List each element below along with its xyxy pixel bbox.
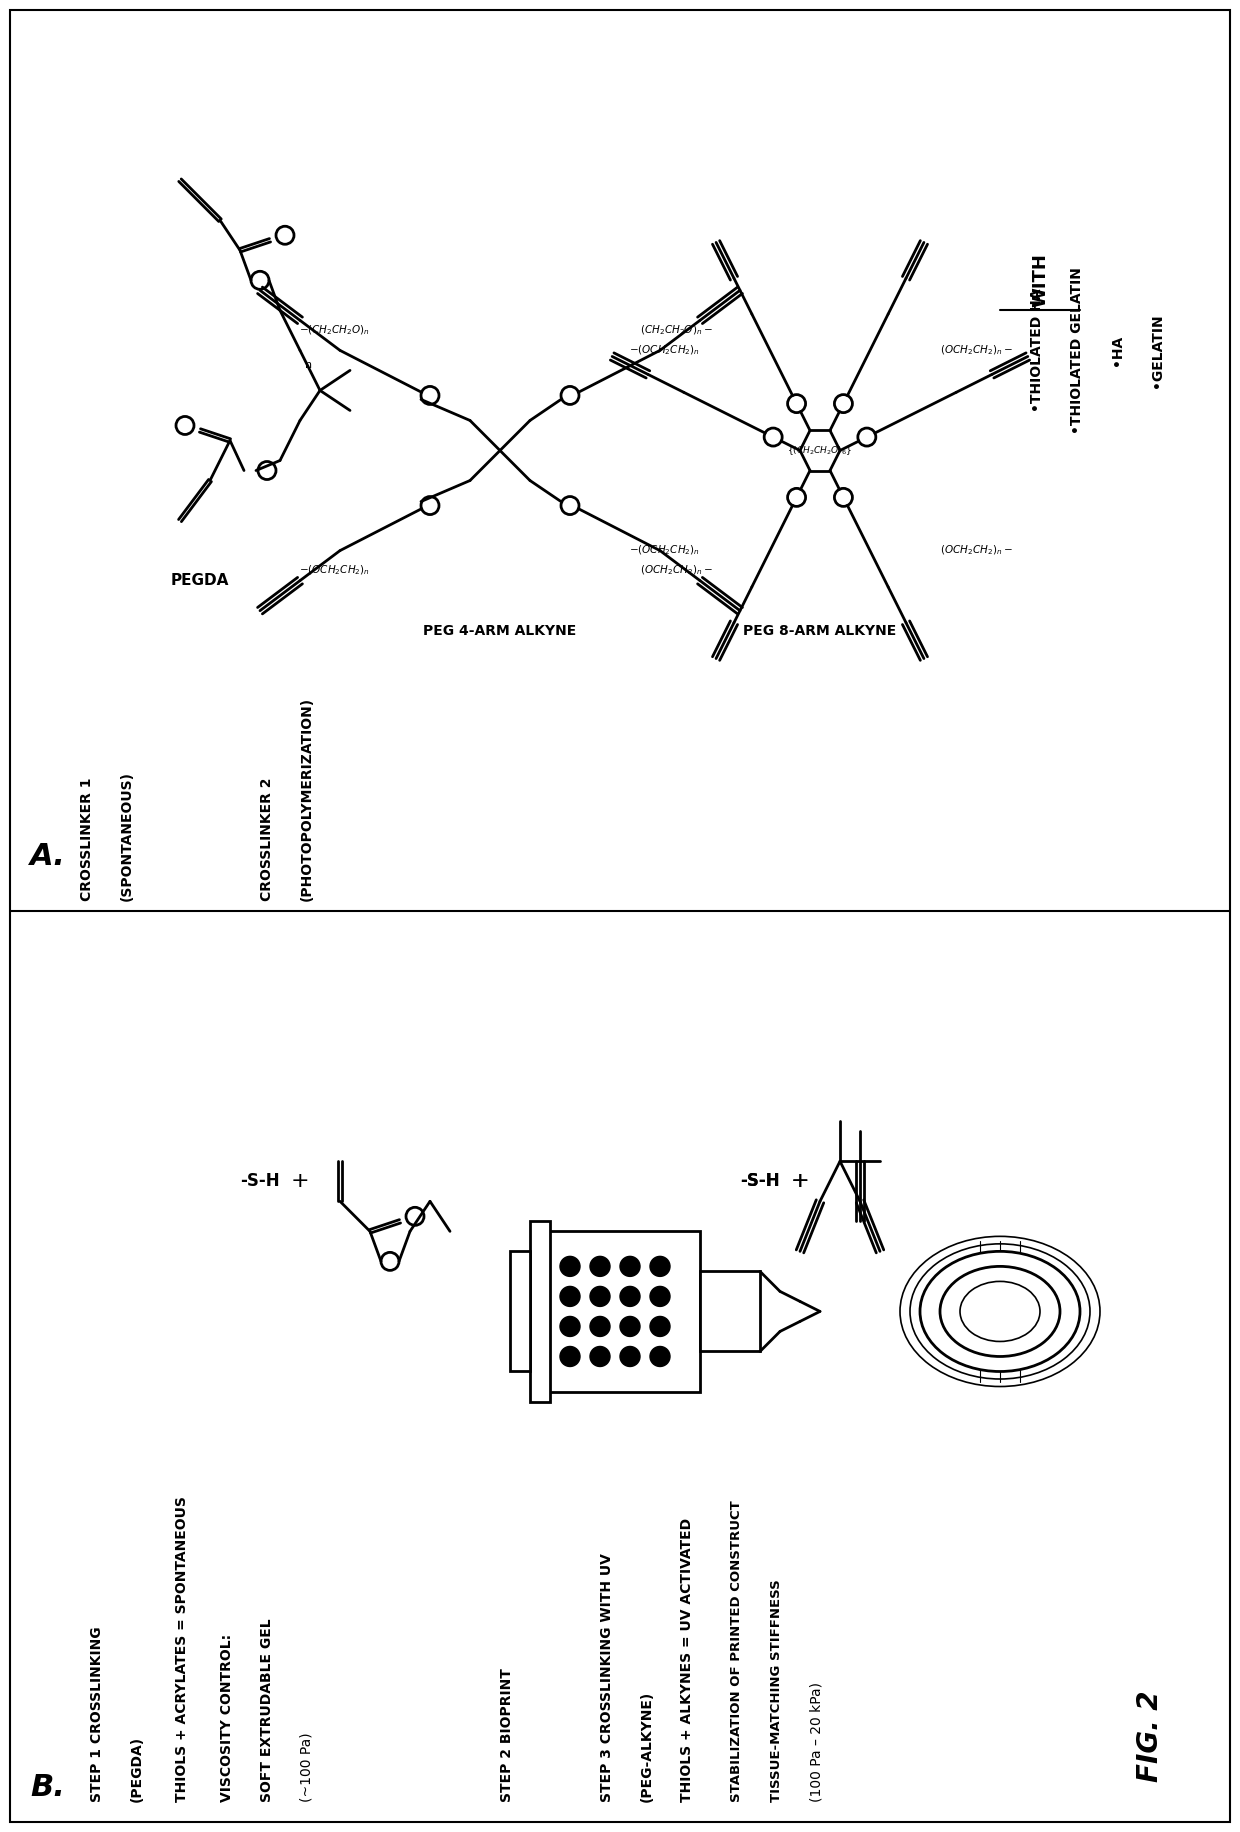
Circle shape [620,1317,640,1337]
Circle shape [650,1286,670,1306]
Text: CROSSLINKER 2: CROSSLINKER 2 [260,777,274,901]
Text: n: n [305,361,312,370]
Text: STEP 3 CROSSLINKING WITH UV: STEP 3 CROSSLINKING WITH UV [600,1554,614,1803]
Text: •THIOLATED HA: •THIOLATED HA [1030,289,1044,412]
Text: •HA: •HA [1110,335,1123,366]
Text: A.: A. [30,843,66,870]
Text: (~100 Pa): (~100 Pa) [300,1733,314,1803]
Circle shape [590,1317,610,1337]
Circle shape [560,1347,580,1367]
Text: -S-H: -S-H [740,1172,780,1191]
Circle shape [590,1286,610,1306]
Circle shape [560,1317,580,1337]
Text: WITH: WITH [1030,253,1049,308]
Circle shape [650,1257,670,1277]
Text: B.: B. [30,1773,64,1803]
Circle shape [560,1286,580,1306]
Text: +: + [791,1171,810,1191]
Circle shape [650,1347,670,1367]
Text: $(OCH_2CH_2)_n-$: $(OCH_2CH_2)_n-$ [640,564,713,577]
Text: STEP 1 CROSSLINKING: STEP 1 CROSSLINKING [91,1627,104,1803]
Text: STEP 2 BIOPRINT: STEP 2 BIOPRINT [500,1669,515,1803]
Circle shape [620,1286,640,1306]
Text: SOFT EXTRUDABLE GEL: SOFT EXTRUDABLE GEL [260,1618,274,1803]
Circle shape [560,1257,580,1277]
Text: PEG 8-ARM ALKYNE: PEG 8-ARM ALKYNE [743,623,897,638]
Text: +: + [290,1171,309,1191]
Circle shape [620,1347,640,1367]
Ellipse shape [940,1266,1060,1356]
Text: PEGDA: PEGDA [171,573,229,588]
Text: •GELATIN: •GELATIN [1149,313,1164,388]
Text: $(OCH_2CH_2)_n-$: $(OCH_2CH_2)_n-$ [940,344,1013,357]
Circle shape [620,1257,640,1277]
Text: +: + [791,1171,810,1191]
Circle shape [590,1347,610,1367]
Text: $-(CH_2CH_2O)_n$: $-(CH_2CH_2O)_n$ [299,324,370,337]
Text: PEG 4-ARM ALKYNE: PEG 4-ARM ALKYNE [423,623,577,638]
Text: -S-H: -S-H [241,1172,280,1191]
Ellipse shape [960,1281,1040,1341]
Text: •THIOLATED GELATIN: •THIOLATED GELATIN [1070,267,1084,434]
Text: (PEG-ALKYNE): (PEG-ALKYNE) [640,1691,653,1803]
Text: THIOLS + ALKYNES = UV ACTIVATED: THIOLS + ALKYNES = UV ACTIVATED [680,1519,694,1803]
Text: VISCOSITY CONTROL:: VISCOSITY CONTROL: [219,1634,234,1803]
Bar [701,1271,760,1352]
Ellipse shape [920,1251,1080,1372]
Text: CROSSLINKER 1: CROSSLINKER 1 [81,777,94,901]
Text: STABILIZATION OF PRINTED CONSTRUCT: STABILIZATION OF PRINTED CONSTRUCT [730,1500,743,1803]
Text: (100 Pa – 20 kPa): (100 Pa – 20 kPa) [810,1682,825,1803]
Bar [539,1231,701,1392]
Text: (PHOTOPOLYMERIZATION): (PHOTOPOLYMERIZATION) [300,696,314,901]
Text: FIG. 2: FIG. 2 [1136,1691,1164,1783]
Text: $-(OCH_2CH_2)_n$: $-(OCH_2CH_2)_n$ [299,564,370,577]
Text: -S-H: -S-H [740,1172,780,1191]
Bar [510,1251,529,1372]
Bar [529,1222,551,1401]
Text: (SPONTANEOUS): (SPONTANEOUS) [120,771,134,901]
Text: (PEGDA): (PEGDA) [130,1737,144,1803]
Text: TISSUE-MATCHING STIFFNESS: TISSUE-MATCHING STIFFNESS [770,1579,782,1803]
Text: $-(OCH_2CH_2)_n$: $-(OCH_2CH_2)_n$ [629,344,701,357]
Text: $\{(CH_2CH_2O)_6\}$: $\{(CH_2CH_2O)_6\}$ [787,443,853,456]
Circle shape [650,1317,670,1337]
Text: $(CH_2CH_2O)_n-$: $(CH_2CH_2O)_n-$ [640,324,713,337]
Text: $-(OCH_2CH_2)_n$: $-(OCH_2CH_2)_n$ [629,544,701,557]
Circle shape [590,1257,610,1277]
Text: THIOLS + ACRYLATES = SPONTANEOUS: THIOLS + ACRYLATES = SPONTANEOUS [175,1497,188,1803]
Text: $(OCH_2CH_2)_n-$: $(OCH_2CH_2)_n-$ [940,544,1013,557]
